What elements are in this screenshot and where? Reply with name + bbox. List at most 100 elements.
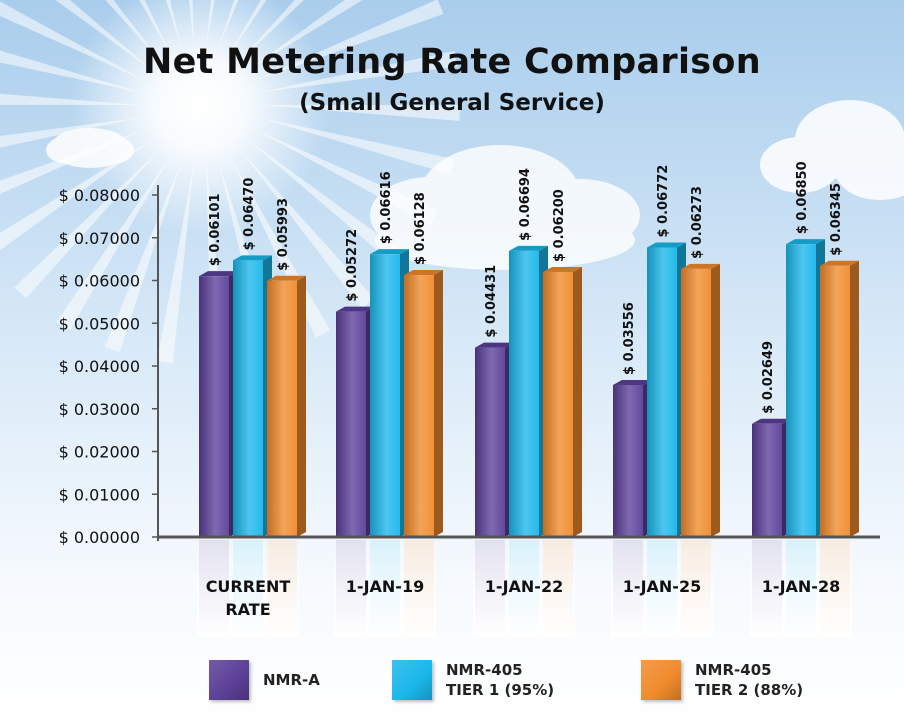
bar-reflection-fade xyxy=(507,540,541,637)
value-label: $ 0.02649 xyxy=(761,341,776,414)
bar-front xyxy=(404,275,434,537)
bar-front xyxy=(233,260,263,537)
y-tick-label: $ 0.03000 xyxy=(59,400,140,419)
y-tick-label: $ 0.06000 xyxy=(59,272,140,291)
bar xyxy=(509,245,548,538)
bar-side xyxy=(573,266,582,537)
sun-ray xyxy=(0,117,142,148)
bar xyxy=(543,266,582,537)
bar xyxy=(681,263,720,537)
bar-front xyxy=(543,271,573,537)
bar-reflections xyxy=(197,540,852,637)
bar xyxy=(233,255,272,537)
y-tick-label: $ 0.02000 xyxy=(59,443,140,462)
bar-reflection-fade xyxy=(818,540,852,637)
value-label: $ 0.04431 xyxy=(484,265,499,338)
bar-side xyxy=(850,260,859,537)
bar xyxy=(647,242,686,537)
bar-top xyxy=(752,418,791,424)
value-label: $ 0.06200 xyxy=(552,189,567,262)
x-tick-label: 1-JAN-22 xyxy=(485,577,563,596)
y-tick-label: $ 0.08000 xyxy=(59,186,140,205)
bar-front xyxy=(647,247,677,537)
bar xyxy=(267,275,306,537)
y-tick-label: $ 0.01000 xyxy=(59,485,140,504)
value-label: $ 0.06345 xyxy=(829,183,844,256)
bar xyxy=(336,306,375,537)
bar-front xyxy=(370,254,400,537)
cloud-icon xyxy=(370,145,640,270)
bar-front xyxy=(681,268,711,537)
bar-front xyxy=(820,265,850,537)
x-tick-label: 1-JAN-19 xyxy=(346,577,424,596)
bar-top xyxy=(820,260,859,266)
bar-top xyxy=(647,242,686,248)
bar-reflection-fade xyxy=(231,540,265,637)
bar-reflection-fade xyxy=(679,540,713,637)
bar-top xyxy=(233,255,272,261)
bar-front xyxy=(786,244,816,537)
value-labels: $ 0.06101 $ 0.06470 $ 0.05993 $ 0.05272 $ 0.… xyxy=(208,161,844,413)
bar-top xyxy=(404,270,443,276)
bar-top xyxy=(509,245,548,251)
bar-reflection-fade xyxy=(541,540,575,637)
sun-icon xyxy=(70,0,330,235)
x-axis: CURRENT RATE 1-JAN-19 1-JAN-22 1-JAN-25 1-JAN… xyxy=(158,535,880,619)
legend-item-tier-2: NMR-405 TIER 2 (88%) xyxy=(641,660,803,700)
bar-side xyxy=(711,263,720,537)
bar-front xyxy=(613,384,643,537)
bar-front xyxy=(475,347,505,537)
bar-top xyxy=(475,342,514,348)
bar-reflection-fade xyxy=(334,540,368,637)
bars xyxy=(199,239,859,538)
x-tick-label: 1-JAN-25 xyxy=(623,577,701,596)
legend-item-nmr-a: NMR-A xyxy=(209,660,320,700)
bar xyxy=(370,249,409,537)
value-label: $ 0.06273 xyxy=(690,186,705,259)
bar xyxy=(613,379,652,537)
value-label: $ 0.05272 xyxy=(345,229,360,302)
bar-top xyxy=(543,266,582,272)
value-label: $ 0.06850 xyxy=(795,161,810,234)
bar-top xyxy=(786,239,825,245)
bar xyxy=(404,270,443,537)
y-tick-label: $ 0.05000 xyxy=(59,314,140,333)
bar-top xyxy=(336,306,375,312)
x-tick-label: CURRENT RATE xyxy=(206,577,291,619)
bar-front xyxy=(336,311,366,537)
bar-top xyxy=(199,271,238,277)
value-label: $ 0.06772 xyxy=(656,165,671,238)
bar-reflection-fade xyxy=(750,540,784,637)
bar-front xyxy=(509,250,539,538)
bar-front xyxy=(199,276,229,537)
legend-item-tier-1: NMR-405 TIER 1 (95%) xyxy=(392,660,554,700)
legend-swatch-tier-1 xyxy=(392,660,432,700)
bar-top xyxy=(613,379,652,385)
legend-label-tier-2: NMR-405 TIER 2 (88%) xyxy=(695,661,804,699)
cloud-icon xyxy=(760,100,904,200)
value-label: $ 0.06470 xyxy=(242,178,257,251)
cloud-icon xyxy=(46,128,134,168)
bar xyxy=(786,239,825,537)
y-axis: $ 0.00000 $ 0.01000 $ 0.02000 $ 0.03000 $ 0.… xyxy=(59,185,159,547)
bar xyxy=(475,342,514,537)
legend-label-tier-1: NMR-405 TIER 1 (95%) xyxy=(446,661,555,699)
bar-side xyxy=(434,270,443,537)
chart-title: Net Metering Rate Comparison xyxy=(143,42,761,82)
value-label: $ 0.06694 xyxy=(518,168,533,241)
legend-swatch-tier-2 xyxy=(641,660,681,700)
bar-top xyxy=(681,263,720,269)
y-tick-label: $ 0.04000 xyxy=(59,357,140,376)
legend-swatch-nmr-a xyxy=(209,660,249,700)
value-label: $ 0.03556 xyxy=(622,302,637,375)
bar xyxy=(199,271,238,537)
chart-subtitle: (Small General Service) xyxy=(299,90,605,116)
bar-top xyxy=(370,249,409,255)
value-label: $ 0.06101 xyxy=(208,193,223,266)
bar-reflection-fade xyxy=(611,540,645,637)
bar-reflection-fade xyxy=(645,540,679,637)
value-label: $ 0.05993 xyxy=(276,198,291,271)
bar-reflection-fade xyxy=(265,540,299,637)
